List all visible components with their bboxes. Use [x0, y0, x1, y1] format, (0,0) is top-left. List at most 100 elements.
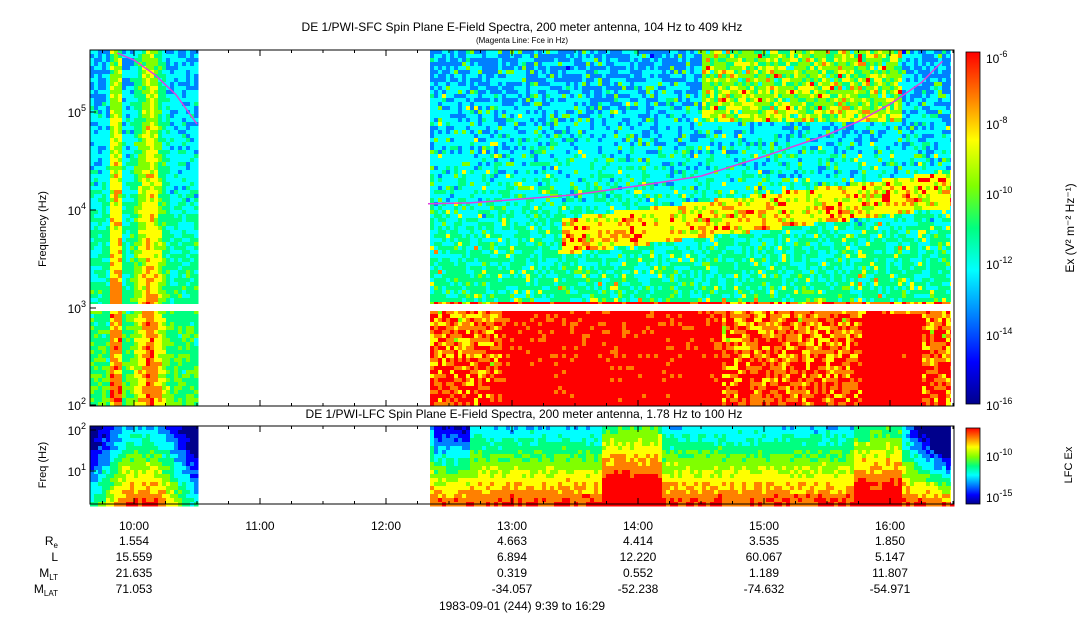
- spectrogram-cell: [510, 58, 515, 63]
- spectrogram-cell: [182, 330, 187, 335]
- spectrogram-cell: [430, 146, 435, 151]
- spectrogram-cell: [150, 178, 155, 183]
- spectrogram-cell: [130, 198, 135, 203]
- spectrogram-cell: [190, 382, 195, 387]
- spectrogram-cell: [98, 238, 103, 243]
- spectrogram-cell: [102, 122, 107, 127]
- spectrogram-cell: [518, 354, 523, 359]
- spectrogram-cell: [510, 90, 515, 95]
- spectrogram-cell: [450, 274, 455, 279]
- spectrogram-cell: [190, 102, 195, 107]
- spectrogram-cell: [186, 94, 191, 99]
- spectrogram-cell: [442, 338, 447, 343]
- spectrogram-cell: [466, 82, 471, 87]
- spectrogram-cell: [114, 394, 119, 399]
- spectrogram-cell: [470, 262, 475, 267]
- spectrogram-cell: [90, 374, 95, 379]
- spectrogram-cell: [542, 202, 547, 207]
- spectrogram-cell: [542, 254, 547, 259]
- spectrogram-cell: [158, 50, 163, 55]
- spectrogram-cell: [186, 286, 191, 291]
- spectrogram-cell: [458, 158, 463, 163]
- spectrogram-cell: [90, 234, 95, 239]
- spectrogram-cell: [510, 142, 515, 147]
- spectrogram-cell: [494, 350, 499, 355]
- spectrogram-cell: [446, 250, 451, 255]
- spectrogram-cell: [146, 294, 151, 299]
- spectrogram-cell: [142, 122, 147, 127]
- spectrogram-cell: [490, 290, 495, 295]
- spectrogram-cell: [170, 330, 175, 335]
- spectrogram-cell: [122, 170, 127, 175]
- spectrogram-cell: [146, 350, 151, 355]
- spectrogram-cell: [90, 154, 95, 159]
- spectrogram-cell: [90, 362, 95, 367]
- spectrogram-cell: [450, 286, 455, 291]
- spectrogram-cell: [174, 294, 179, 299]
- spectrogram-cell: [522, 222, 527, 227]
- spectrogram-cell: [478, 242, 483, 247]
- spectrogram-cell: [194, 246, 199, 251]
- spectrogram-cell: [142, 130, 147, 135]
- spectrogram-cell: [434, 334, 439, 339]
- spectrogram-cell: [190, 286, 195, 291]
- spectrogram-cell: [130, 238, 135, 243]
- spectrogram-cell: [102, 266, 107, 271]
- spectrogram-cell: [454, 298, 459, 303]
- spectrogram-cell: [526, 246, 531, 251]
- spectrogram-cell: [466, 330, 471, 335]
- spectrogram-cell: [482, 158, 487, 163]
- spectrogram-cell: [190, 318, 195, 323]
- spectrogram-cell: [158, 370, 163, 375]
- spectrogram-cell: [442, 214, 447, 219]
- spectrogram-cell: [170, 350, 175, 355]
- spectrogram-cell: [118, 198, 123, 203]
- spectrogram-cell: [514, 290, 519, 295]
- spectrogram-cell: [454, 158, 459, 163]
- spectrogram-cell: [458, 90, 463, 95]
- spectrogram-cell: [194, 182, 199, 187]
- spectrogram-cell: [434, 150, 439, 155]
- spectrogram-cell: [514, 182, 519, 187]
- spectrogram-cell: [538, 158, 543, 163]
- spectrogram-cell: [98, 234, 103, 239]
- spectrogram-cell: [102, 298, 107, 303]
- spectrogram-cell: [138, 194, 143, 199]
- spectrogram-cell: [510, 122, 515, 127]
- spectrogram-cell: [170, 242, 175, 247]
- spectrogram-cell: [130, 370, 135, 375]
- spectrogram-cell: [442, 386, 447, 391]
- spectrogram-cell: [194, 234, 199, 239]
- spectrogram-cell: [134, 334, 139, 339]
- spectrogram-cell: [538, 258, 543, 263]
- spectrogram-cell: [118, 322, 123, 327]
- spectrogram-cell: [158, 262, 163, 267]
- spectrogram-cell: [434, 194, 439, 199]
- spectrogram-cell: [470, 206, 475, 211]
- spectrogram-cell: [494, 386, 499, 391]
- spectrogram-cell: [538, 250, 543, 255]
- spectrogram-cell: [158, 338, 163, 343]
- spectrogram-cell: [434, 170, 439, 175]
- spectrogram-cell: [454, 326, 459, 331]
- spectrogram-cell: [482, 362, 487, 367]
- spectrogram-cell: [130, 66, 135, 71]
- spectrogram-cell: [122, 262, 127, 267]
- spectrogram-cell: [126, 318, 131, 323]
- spectrogram-cell: [482, 214, 487, 219]
- spectrogram-cell: [102, 314, 107, 319]
- spectrogram-cell: [490, 294, 495, 299]
- spectrogram-cell: [502, 210, 507, 215]
- spectrogram-cell: [474, 214, 479, 219]
- spectrogram-cell: [438, 294, 443, 299]
- spectrogram-cell: [450, 326, 455, 331]
- spectrogram-cell: [142, 154, 147, 159]
- spectrogram-cell: [170, 250, 175, 255]
- spectrogram-cell: [154, 346, 159, 351]
- spectrogram-cell: [458, 230, 463, 235]
- spectrogram-cell: [462, 134, 467, 139]
- spectrogram-cell: [454, 318, 459, 323]
- spectrogram-cell: [486, 162, 491, 167]
- spectrogram-cell: [142, 114, 147, 119]
- spectrogram-cell: [482, 278, 487, 283]
